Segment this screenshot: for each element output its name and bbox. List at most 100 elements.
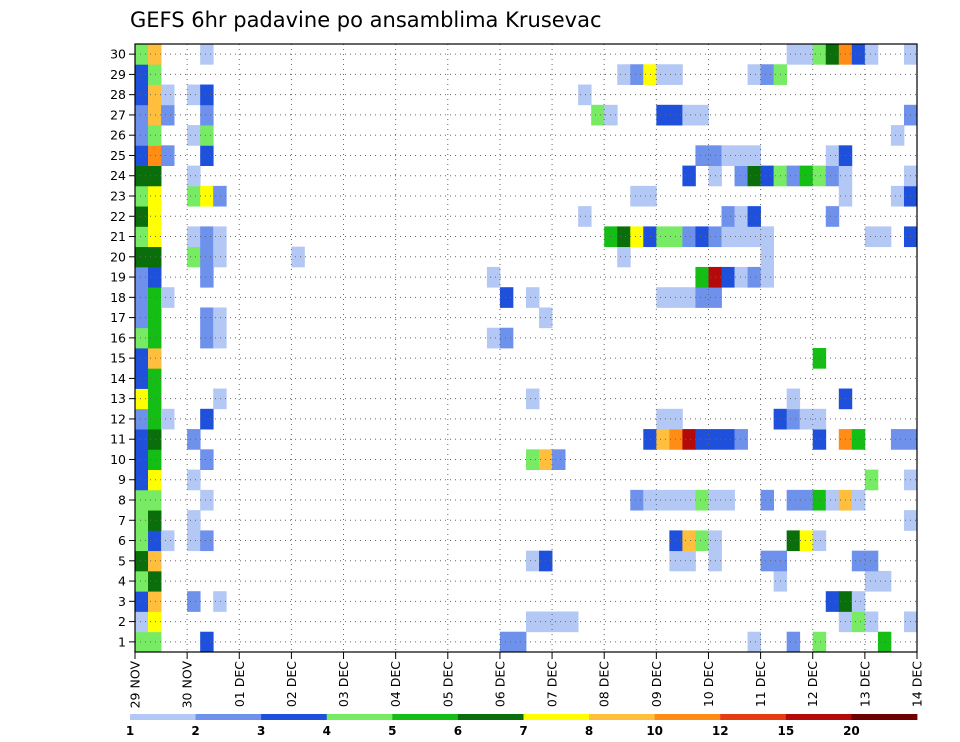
precip-cell — [187, 530, 201, 552]
precip-cell — [565, 611, 579, 633]
precip-cell — [760, 226, 775, 248]
precip-cell — [682, 550, 696, 572]
x-tick-label: 03 DEC — [336, 661, 351, 707]
precip-cell — [526, 550, 540, 572]
precip-cell — [200, 145, 214, 166]
precip-cell — [135, 429, 149, 450]
precip-cell — [148, 44, 162, 65]
y-tick-label: 13 — [110, 391, 126, 406]
precip-cell — [135, 246, 149, 268]
precip-cell — [161, 530, 175, 552]
precip-cell — [187, 591, 201, 612]
precip-cell — [213, 307, 227, 329]
precip-cell — [786, 44, 801, 65]
precip-cell — [877, 631, 892, 653]
precip-cell — [187, 165, 201, 187]
precip-cell — [161, 145, 175, 166]
precip-cell — [135, 104, 149, 126]
precip-cell — [760, 246, 775, 268]
precip-cell — [200, 104, 214, 126]
x-tick-label: 08 DEC — [597, 661, 612, 707]
y-tick-label: 6 — [118, 533, 126, 548]
precip-cell — [747, 206, 761, 227]
precip-cell — [148, 266, 162, 288]
legend-tick-label: 5 — [388, 724, 396, 738]
x-tick-label: 14 DEC — [910, 661, 925, 707]
precip-cell — [200, 449, 214, 470]
x-tick-label: 30 NOV — [180, 661, 195, 709]
precip-cell — [799, 408, 814, 430]
x-tick-label: 09 DEC — [649, 661, 664, 707]
precip-cell — [630, 489, 644, 511]
precip-cell — [760, 266, 775, 288]
legend-swatch — [392, 714, 459, 720]
precip-cell — [135, 489, 149, 511]
legend-swatch — [589, 714, 656, 720]
precip-cell — [656, 429, 670, 450]
precip-cell — [148, 307, 162, 329]
precip-cell — [760, 550, 775, 572]
precip-cell — [747, 145, 761, 166]
precip-cell — [200, 631, 214, 653]
precip-cell — [669, 64, 683, 85]
y-tick-label: 12 — [110, 411, 126, 426]
precip-cell — [135, 408, 149, 430]
precip-cell — [864, 570, 879, 592]
precip-cell — [148, 206, 162, 227]
precip-cell — [747, 165, 761, 187]
precip-cell — [135, 611, 149, 633]
y-axis-ticks: 1234567891011121314151617181920212223242… — [110, 47, 135, 649]
precip-cell — [864, 44, 879, 65]
precip-cell — [747, 631, 761, 653]
y-tick-label: 29 — [110, 67, 126, 82]
precip-cell — [526, 287, 540, 308]
precip-cell — [721, 145, 735, 166]
legend-swatch — [261, 714, 328, 720]
precip-cell — [213, 226, 227, 248]
legend-swatch — [130, 714, 196, 720]
precip-cell — [786, 489, 801, 511]
precip-cell — [825, 165, 840, 187]
y-tick-label: 26 — [110, 128, 126, 143]
precip-cell — [760, 489, 775, 511]
precip-cell — [200, 408, 214, 430]
precip-cell — [148, 348, 162, 369]
x-tick-label: 11 DEC — [753, 661, 768, 707]
precip-cell — [148, 449, 162, 470]
precip-cell — [135, 469, 149, 491]
color-legend: 1 2 3 4 5 6 7 8 10 12 15 20 — [126, 714, 918, 738]
legend-tick-label: 20 — [843, 724, 860, 738]
precip-cell — [825, 489, 840, 511]
precip-cell — [799, 44, 814, 65]
precip-cell — [148, 165, 162, 187]
precip-cell — [200, 125, 214, 146]
precip-cell — [148, 104, 162, 126]
precip-cell — [682, 226, 696, 248]
legend-swatch — [523, 714, 590, 720]
precip-cell — [890, 125, 905, 146]
legend-swatch — [326, 714, 393, 720]
precip-cell — [695, 489, 709, 511]
legend-swatch — [654, 714, 721, 720]
precip-cell — [734, 206, 748, 227]
precip-cell — [200, 266, 214, 288]
precip-cell — [669, 550, 683, 572]
precip-cell — [734, 266, 748, 288]
legend-tick-label: 15 — [777, 724, 794, 738]
precip-cell — [148, 570, 162, 592]
precip-cell — [135, 165, 149, 187]
precip-cell — [682, 104, 696, 126]
y-tick-label: 15 — [110, 351, 126, 366]
precip-cell — [135, 185, 149, 207]
precip-cell — [734, 145, 748, 166]
y-tick-label: 25 — [110, 148, 126, 163]
x-tick-label: 12 DEC — [805, 661, 820, 707]
precip-cell — [135, 287, 149, 308]
precip-cell — [695, 429, 709, 450]
precip-cell — [200, 44, 214, 65]
precip-cell — [187, 510, 201, 531]
precip-cell — [200, 530, 214, 552]
precip-cell — [135, 550, 149, 572]
precip-cell — [851, 429, 866, 450]
precip-cell — [890, 429, 905, 450]
